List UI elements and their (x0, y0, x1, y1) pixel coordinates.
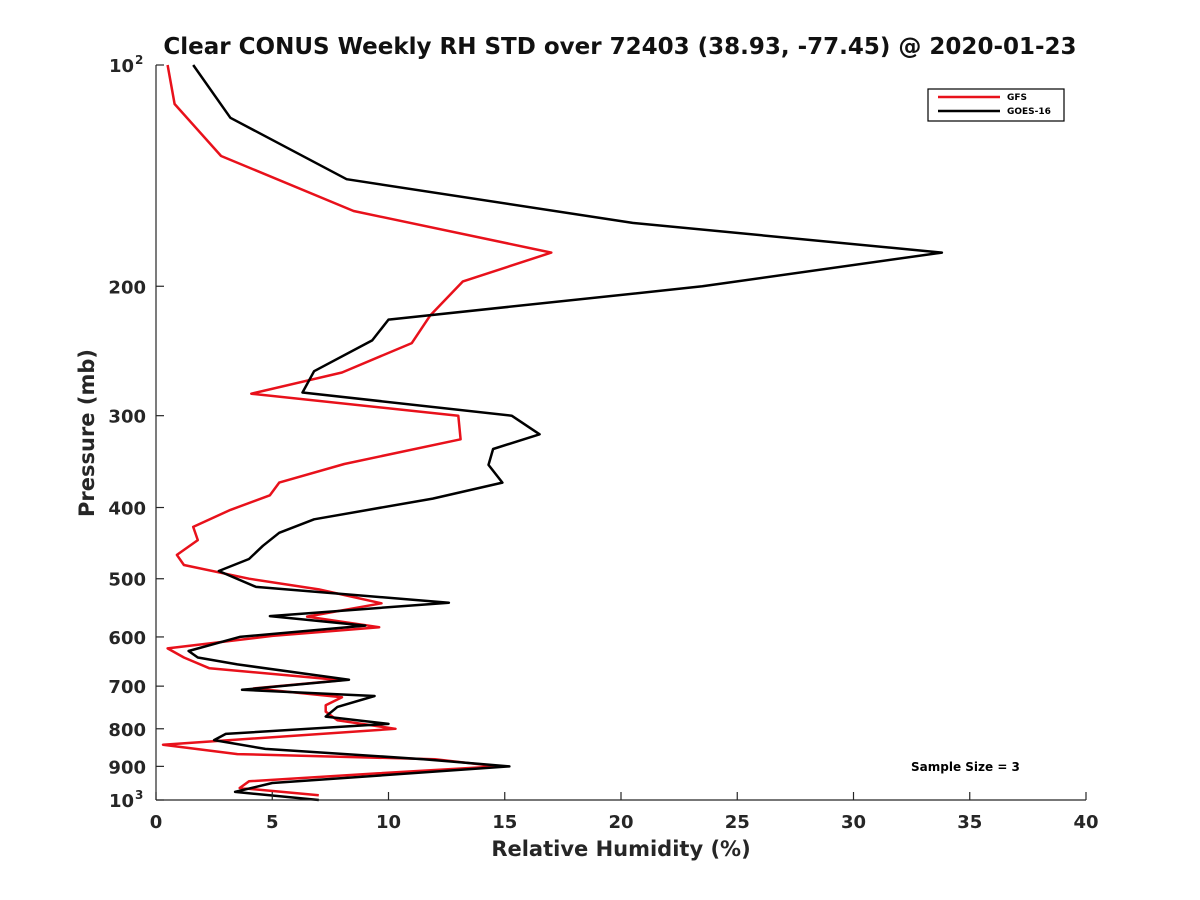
series-line-goes-16 (187, 64, 944, 802)
y-tick-label: 700 (108, 677, 146, 698)
x-tick-label: 5 (266, 812, 279, 833)
x-ticks: 0 5 10 15 20 25 30 35 40 (150, 792, 1099, 833)
y-tick-label-power: 10 3 (109, 788, 143, 812)
plot-area: 0 5 10 15 20 25 30 35 40 10 220030040050060070080… (108, 53, 1098, 833)
legend-label-goes-16: GOES-16 (1007, 107, 1051, 117)
legend-label-gfs: GFS (1007, 93, 1027, 103)
x-tick-label: 25 (725, 812, 750, 833)
y-tick-label: 400 (108, 499, 146, 520)
plot-background (156, 65, 1086, 800)
chart-title: Clear CONUS Weekly RH STD over 72403 (38… (163, 34, 1076, 60)
x-tick-label: 10 (376, 812, 401, 833)
legend: GFS GOES-16 (927, 88, 1065, 122)
y-tick-label: 300 (108, 407, 146, 428)
x-tick-label: 0 (150, 812, 163, 833)
y-tick-label-power: 10 2 (109, 53, 143, 77)
legend-box (927, 88, 1065, 122)
x-tick-label: 15 (492, 812, 517, 833)
y-tick-label: 800 (108, 720, 146, 741)
x-tick-label: 40 (1073, 812, 1098, 833)
y-tick-label: 600 (108, 628, 146, 649)
series-line-gfs (161, 64, 553, 797)
x-axis-label: Relative Humidity (%) (491, 837, 750, 861)
y-tick-label: 500 (108, 570, 146, 591)
series-layer (161, 64, 944, 802)
y-tick-label-base: 10 (109, 791, 134, 812)
x-tick-label: 35 (957, 812, 982, 833)
y-tick-label-exponent: 2 (135, 53, 143, 67)
y-axis-label: Pressure (mb) (75, 349, 99, 517)
x-tick-label: 20 (608, 812, 633, 833)
y-tick-label: 900 (108, 757, 146, 778)
y-tick-label-base: 10 (109, 56, 134, 77)
sample-size-annotation: Sample Size = 3 (911, 760, 1020, 774)
y-tick-label-exponent: 3 (135, 788, 143, 802)
x-tick-label: 30 (841, 812, 866, 833)
y-tick-label: 200 (108, 277, 146, 298)
